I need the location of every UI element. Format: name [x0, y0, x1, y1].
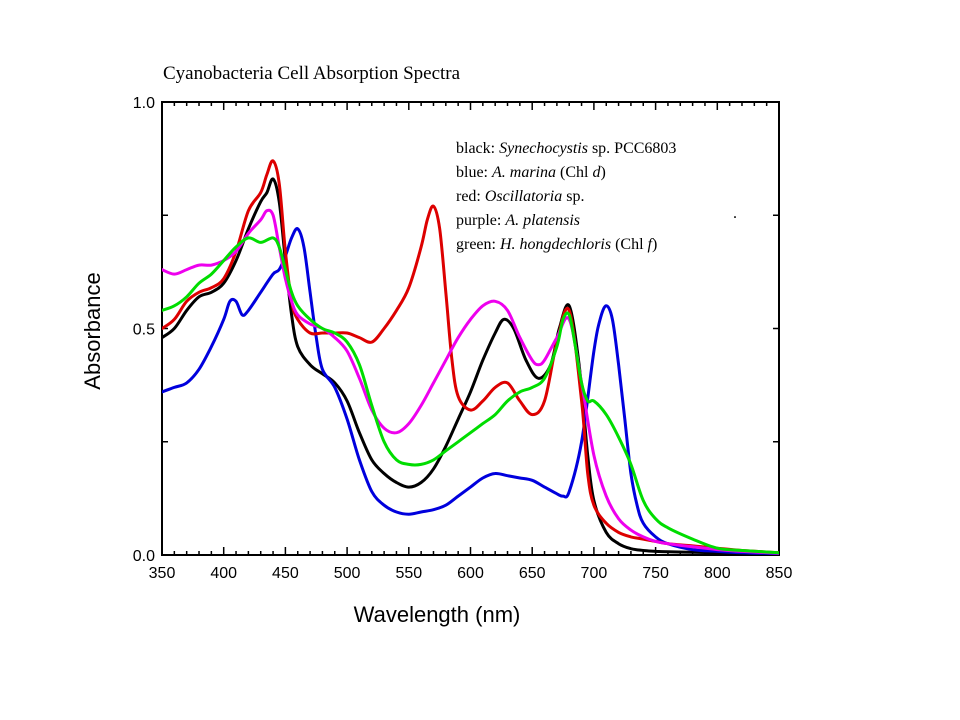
x-tick-label: 800 [704, 565, 731, 582]
x-tick-label: 650 [519, 565, 546, 582]
x-tick-label: 700 [581, 565, 608, 582]
legend: black: Synechocystis sp. PCC6803 blue: A.… [456, 140, 676, 253]
legend-entry: red: Oscillatoria sp. [456, 188, 584, 205]
legend-entry: black: Synechocystis sp. PCC6803 [456, 140, 676, 157]
x-tick-label: 550 [395, 565, 422, 582]
y-tick-label: 1.0 [133, 95, 155, 112]
x-tick-label: 850 [766, 565, 793, 582]
legend-entry: purple: A. platensis [456, 212, 580, 229]
legend-entry: blue: A. marina (Chl d) [456, 164, 606, 181]
series-line [162, 236, 779, 555]
chart-title: Cyanobacteria Cell Absorption Spectra [163, 63, 461, 84]
y-tick-label: 0.5 [133, 322, 155, 339]
tick-labels: 350 400 450 500 550 600 650 700 750 800 850 0.0 0.5 1… [133, 95, 793, 582]
x-tick-label: 350 [149, 565, 176, 582]
legend-entry: green: H. hongdechloris (Chl f) [456, 236, 657, 253]
x-tick-label: 400 [210, 565, 237, 582]
y-tick-label: 0.0 [133, 548, 155, 565]
x-tick-label: 450 [272, 565, 299, 582]
x-tick-label: 600 [457, 565, 484, 582]
series-line [162, 177, 779, 555]
series-lines [162, 159, 779, 555]
axis-ticks [161, 101, 780, 556]
series-line [162, 159, 779, 555]
stray-dot: . [733, 205, 737, 222]
y-axis-title: Absorbance [80, 272, 105, 389]
x-axis-title: Wavelength (nm) [354, 602, 521, 627]
series-line [162, 227, 779, 555]
x-tick-label: 750 [642, 565, 669, 582]
x-tick-label: 500 [334, 565, 361, 582]
series-line [162, 208, 779, 555]
